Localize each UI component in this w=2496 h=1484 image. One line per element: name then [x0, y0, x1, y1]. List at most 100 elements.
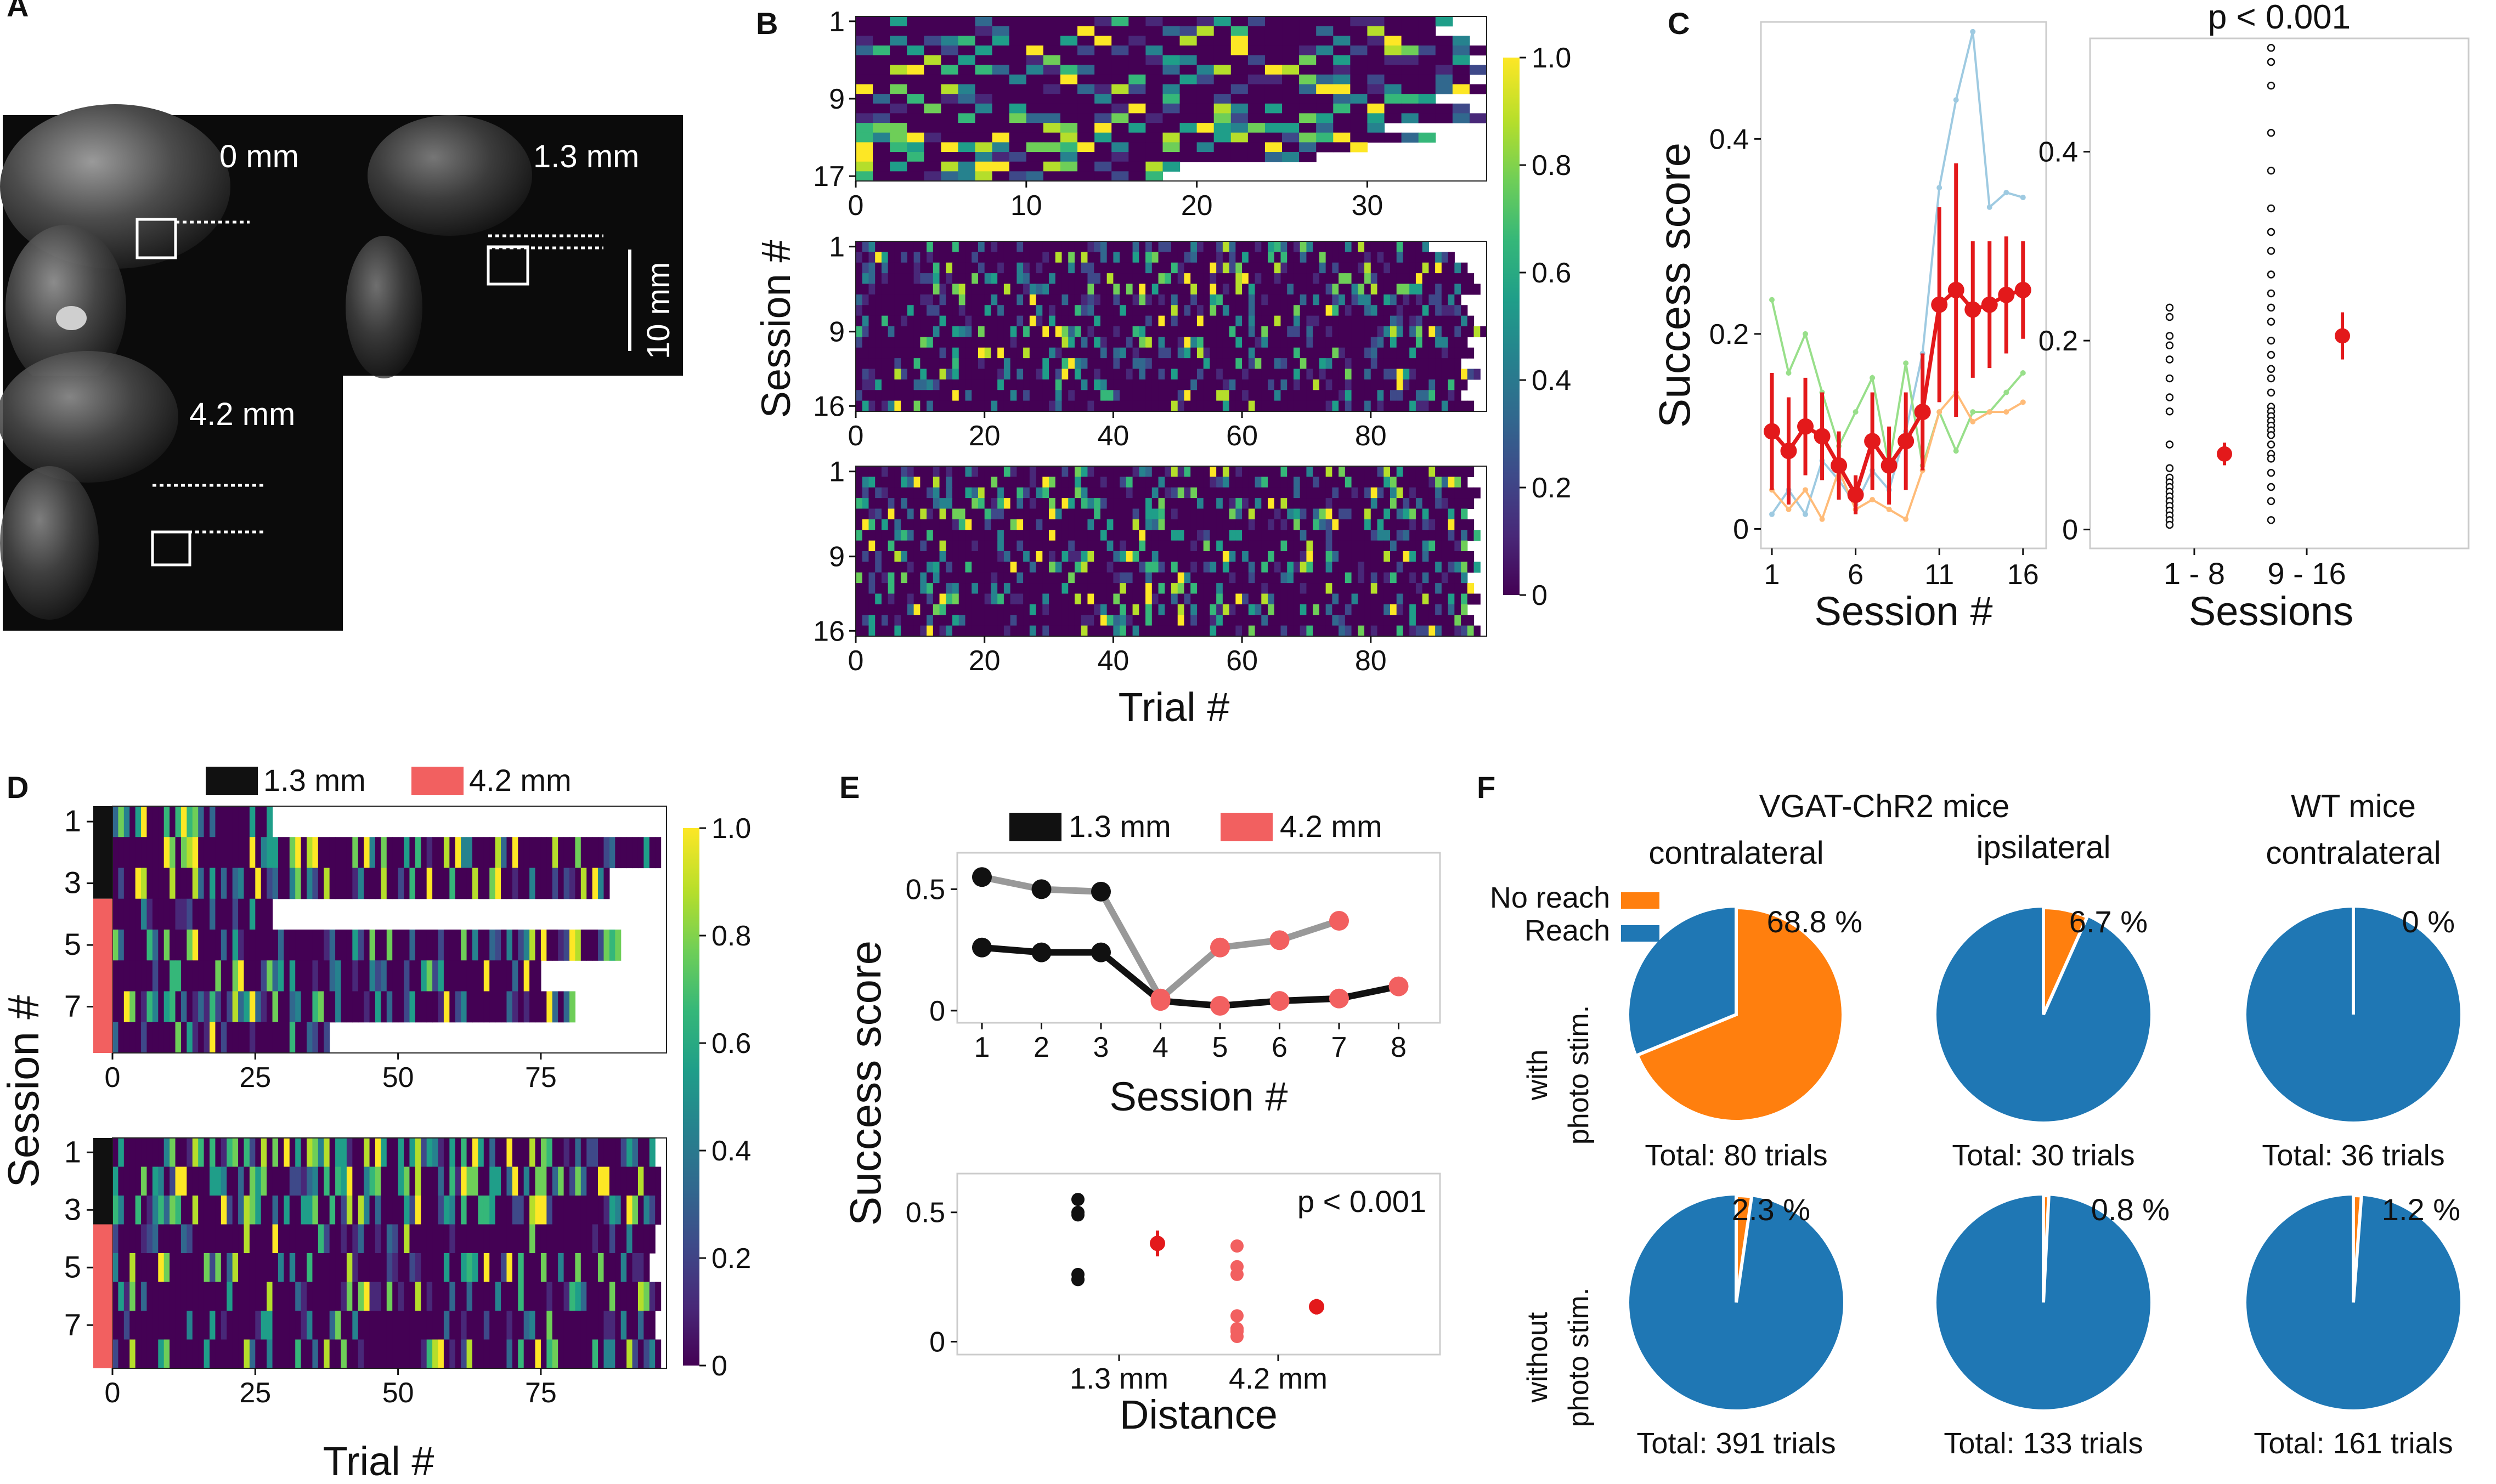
heat-cell [1222, 551, 1230, 562]
heat-cell [529, 1138, 536, 1168]
heat-cell [163, 1022, 170, 1053]
heat-cell [1248, 593, 1256, 605]
heat-cell [1280, 358, 1287, 370]
heat-cell [307, 1282, 313, 1311]
heat-cell [1196, 262, 1204, 274]
heat-cell [1287, 498, 1294, 509]
heat-cell [626, 837, 633, 869]
heat-cell [1351, 540, 1358, 552]
heat-cell [626, 1253, 633, 1283]
heat-cell [443, 1166, 450, 1196]
heat-cell [1280, 583, 1287, 594]
heat-cell [318, 930, 324, 961]
heat-cell [540, 991, 547, 1023]
heat-cell [284, 837, 290, 869]
heat-cell [255, 1253, 262, 1283]
heat-cell [1428, 358, 1436, 370]
heat-cell [215, 806, 222, 837]
heat-cell [907, 65, 924, 75]
heat-cell [941, 45, 959, 56]
heat-cell [609, 1196, 615, 1225]
heat-cell [375, 1138, 381, 1168]
heat-cell [939, 508, 946, 520]
heat-cell [965, 625, 972, 637]
heat-cell [649, 1224, 656, 1254]
heat-cell [862, 498, 869, 509]
heat-cell [512, 1224, 518, 1254]
heat-cell [1077, 161, 1095, 172]
heat-cell [881, 400, 889, 412]
heat-cell [1111, 26, 1129, 36]
heat-cell [1409, 519, 1416, 530]
heat-cell [1319, 305, 1326, 316]
heat-cell [1216, 519, 1223, 530]
heat-cell [1158, 284, 1165, 295]
heat-cell [1358, 379, 1365, 390]
heat-cell [1448, 252, 1455, 263]
heat-cell [489, 1282, 496, 1311]
heat-cell [946, 625, 953, 637]
heat-cell [432, 1196, 439, 1225]
heat-cell [997, 487, 1004, 499]
heat-cell [232, 1224, 239, 1254]
heat-cell [1029, 583, 1037, 594]
heat-cell [1358, 400, 1365, 412]
heat-cell [187, 1311, 193, 1340]
heat-cell [249, 1138, 256, 1168]
heat-cell [1049, 337, 1056, 348]
heat-cell [1390, 400, 1397, 412]
heat-cell [1313, 625, 1320, 637]
heat-cell [1435, 337, 1442, 348]
heat-cell [1390, 390, 1397, 401]
heat-cell [1261, 337, 1268, 348]
heat-cell [958, 123, 976, 133]
heat-cell [868, 530, 876, 541]
heat-cell [1332, 625, 1339, 637]
heat-cell [1061, 252, 1069, 263]
heat-cell [862, 241, 869, 252]
heat-cell [398, 1253, 404, 1283]
heat-cell [1435, 604, 1442, 615]
heat-cell [415, 930, 421, 961]
heat-cell [1184, 326, 1191, 337]
heat-cell [1339, 326, 1346, 337]
heat-cell [295, 1022, 302, 1053]
heat-cell [1120, 262, 1127, 274]
heat-cell [501, 868, 507, 899]
heat-cell [232, 1253, 239, 1283]
heat-cell [1190, 262, 1198, 274]
heat-cell [580, 1282, 587, 1311]
heat-cell [1113, 498, 1120, 509]
heat-cell [1300, 508, 1307, 520]
heat-cell [1061, 294, 1069, 305]
heat-cell [1171, 530, 1178, 541]
heat-cell [1300, 262, 1307, 274]
heat-cell [123, 898, 130, 930]
heat-cell [449, 868, 456, 899]
heat-cell [1087, 487, 1094, 499]
heat-cell [146, 991, 153, 1023]
heat-cell [369, 1224, 376, 1254]
heat-cell [255, 991, 262, 1023]
heat-cell [1003, 273, 1011, 285]
heat-cell [512, 1196, 518, 1225]
heat-cell [1390, 530, 1397, 541]
heat-cell [1282, 36, 1300, 46]
heat-cell [135, 1196, 142, 1225]
c2-session-point [2165, 464, 2174, 472]
heat-cell [907, 113, 924, 123]
heat-cell [1145, 123, 1164, 133]
heat-cell [1367, 94, 1385, 104]
heat-cell [575, 1224, 581, 1254]
heat-cell [1203, 487, 1210, 499]
heat-cell [1026, 16, 1044, 27]
heat-cell [1345, 337, 1352, 348]
heat-cell [135, 960, 142, 992]
heat-cell [856, 103, 873, 114]
heat-cell [1401, 94, 1419, 104]
heat-cell [952, 562, 959, 573]
heat-cell [329, 991, 336, 1023]
heat-cell [1036, 487, 1043, 499]
heat-cell [1319, 379, 1326, 390]
heat-cell [907, 161, 924, 172]
